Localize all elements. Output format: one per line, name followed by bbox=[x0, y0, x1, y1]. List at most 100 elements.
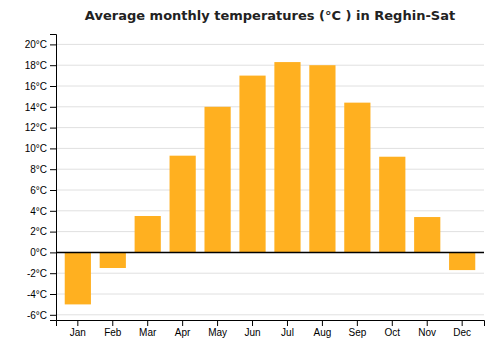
y-tick-mark bbox=[50, 232, 56, 233]
bar bbox=[344, 103, 370, 253]
x-tick-label: May bbox=[208, 327, 227, 338]
y-tick-mark bbox=[50, 44, 56, 45]
bars bbox=[56, 62, 484, 304]
x-tick: Oct bbox=[385, 320, 401, 338]
y-tick-mark bbox=[50, 107, 56, 108]
x-tick-label: Feb bbox=[104, 327, 122, 338]
y-tick-mark bbox=[50, 211, 56, 212]
grid-line bbox=[56, 190, 484, 191]
x-axis: Jan Feb Mar Apr May Jun Jul Aug Sep Oct Nov Dec bbox=[57, 320, 485, 338]
x-tick: Sep bbox=[348, 320, 366, 338]
y-tick: 20°C bbox=[25, 39, 56, 50]
x-axis-line bbox=[57, 321, 485, 327]
y-tick-mark bbox=[50, 273, 56, 274]
y-tick-mark bbox=[50, 148, 56, 149]
grid-line bbox=[56, 65, 484, 66]
grid-line bbox=[56, 148, 484, 149]
y-tick-label: 20°C bbox=[25, 39, 47, 50]
y-tick: -2°C bbox=[27, 268, 56, 279]
x-tick-label: Jun bbox=[244, 327, 260, 338]
y-tick: 12°C bbox=[25, 122, 56, 133]
x-tick: Nov bbox=[418, 320, 436, 338]
bar bbox=[274, 62, 300, 252]
grid-line bbox=[56, 86, 484, 87]
y-tick: 16°C bbox=[25, 81, 56, 92]
y-tick-mark bbox=[50, 128, 56, 129]
y-tick-mark bbox=[50, 315, 56, 316]
bar bbox=[170, 156, 196, 253]
bar bbox=[239, 76, 265, 253]
x-tick-label: Jan bbox=[70, 327, 86, 338]
x-tick-label: Jul bbox=[281, 327, 294, 338]
y-tick: 6°C bbox=[30, 185, 56, 196]
bar bbox=[135, 216, 161, 252]
x-tick-label: Mar bbox=[139, 327, 157, 338]
y-tick: 2°C bbox=[30, 226, 56, 237]
grid bbox=[56, 44, 484, 314]
y-tick-label: 4°C bbox=[30, 206, 47, 217]
x-tick-mark bbox=[147, 320, 148, 326]
grid-line bbox=[56, 44, 484, 45]
bar bbox=[379, 157, 405, 253]
y-tick: 4°C bbox=[30, 206, 56, 217]
y-tick: 14°C bbox=[25, 102, 56, 113]
x-tick: Jun bbox=[244, 320, 260, 338]
y-tick-label: 0°C bbox=[30, 247, 47, 258]
bar bbox=[414, 217, 440, 252]
y-tick: 8°C bbox=[30, 164, 56, 175]
x-tick-mark bbox=[392, 320, 393, 326]
x-tick-label: Sep bbox=[348, 327, 366, 338]
y-tick-label: 18°C bbox=[25, 60, 47, 71]
x-tick-label: Nov bbox=[418, 327, 436, 338]
x-tick: Feb bbox=[104, 320, 122, 338]
grid-line bbox=[56, 106, 484, 107]
x-tick-mark bbox=[252, 320, 253, 326]
y-axis-line bbox=[50, 35, 57, 321]
x-tick-mark bbox=[322, 320, 323, 326]
grid-line bbox=[56, 314, 484, 315]
x-tick: Aug bbox=[314, 320, 332, 338]
y-tick-label: -6°C bbox=[27, 310, 47, 321]
bar bbox=[100, 252, 126, 268]
x-tick: Jan bbox=[70, 320, 86, 338]
y-tick: -4°C bbox=[27, 289, 56, 300]
x-tick-label: Dec bbox=[453, 327, 471, 338]
y-tick: 18°C bbox=[25, 60, 56, 71]
bar bbox=[309, 65, 335, 252]
x-tick: Mar bbox=[139, 320, 157, 338]
y-tick-mark bbox=[50, 65, 56, 66]
x-tick-label: Aug bbox=[314, 327, 332, 338]
grid-line bbox=[56, 294, 484, 295]
y-tick-label: 12°C bbox=[25, 122, 47, 133]
title: Average monthly temperatures (°C ) in Re… bbox=[85, 8, 455, 23]
y-tick-label: 2°C bbox=[30, 226, 47, 237]
bar bbox=[204, 107, 230, 253]
x-tick: Apr bbox=[175, 320, 191, 338]
x-tick-mark bbox=[427, 320, 428, 326]
y-tick: -6°C bbox=[27, 310, 56, 321]
grid-line bbox=[56, 127, 484, 128]
x-tick-mark bbox=[77, 320, 78, 326]
grid-line bbox=[56, 169, 484, 170]
y-tick-label: 14°C bbox=[25, 102, 47, 113]
y-axis: -6°C -4°C -2°C 0°C 2°C 4°C 6°C 8°C 10°C 12°C 14°C 1… bbox=[25, 35, 57, 321]
plot: -6°C -4°C -2°C 0°C 2°C 4°C 6°C 8°C 10°C 12°C 14°C 1… bbox=[25, 35, 485, 339]
x-tick-label: Apr bbox=[175, 327, 191, 338]
x-tick-label: Oct bbox=[385, 327, 401, 338]
x-tick: May bbox=[208, 320, 227, 338]
grid-line bbox=[56, 273, 484, 274]
y-tick-mark bbox=[50, 190, 56, 191]
x-tick: Jul bbox=[281, 320, 294, 338]
x-tick-mark bbox=[217, 320, 218, 326]
y-tick-label: 16°C bbox=[25, 81, 47, 92]
y-tick-label: -2°C bbox=[27, 268, 47, 279]
y-tick-mark bbox=[50, 169, 56, 170]
x-tick-mark bbox=[462, 320, 463, 326]
y-tick-label: 10°C bbox=[25, 143, 47, 154]
x-tick-mark bbox=[182, 320, 183, 326]
y-tick-label: -4°C bbox=[27, 289, 47, 300]
zero-line bbox=[56, 252, 484, 254]
x-tick-mark bbox=[357, 320, 358, 326]
x-tick-mark bbox=[287, 320, 288, 326]
x-tick-mark bbox=[112, 320, 113, 326]
